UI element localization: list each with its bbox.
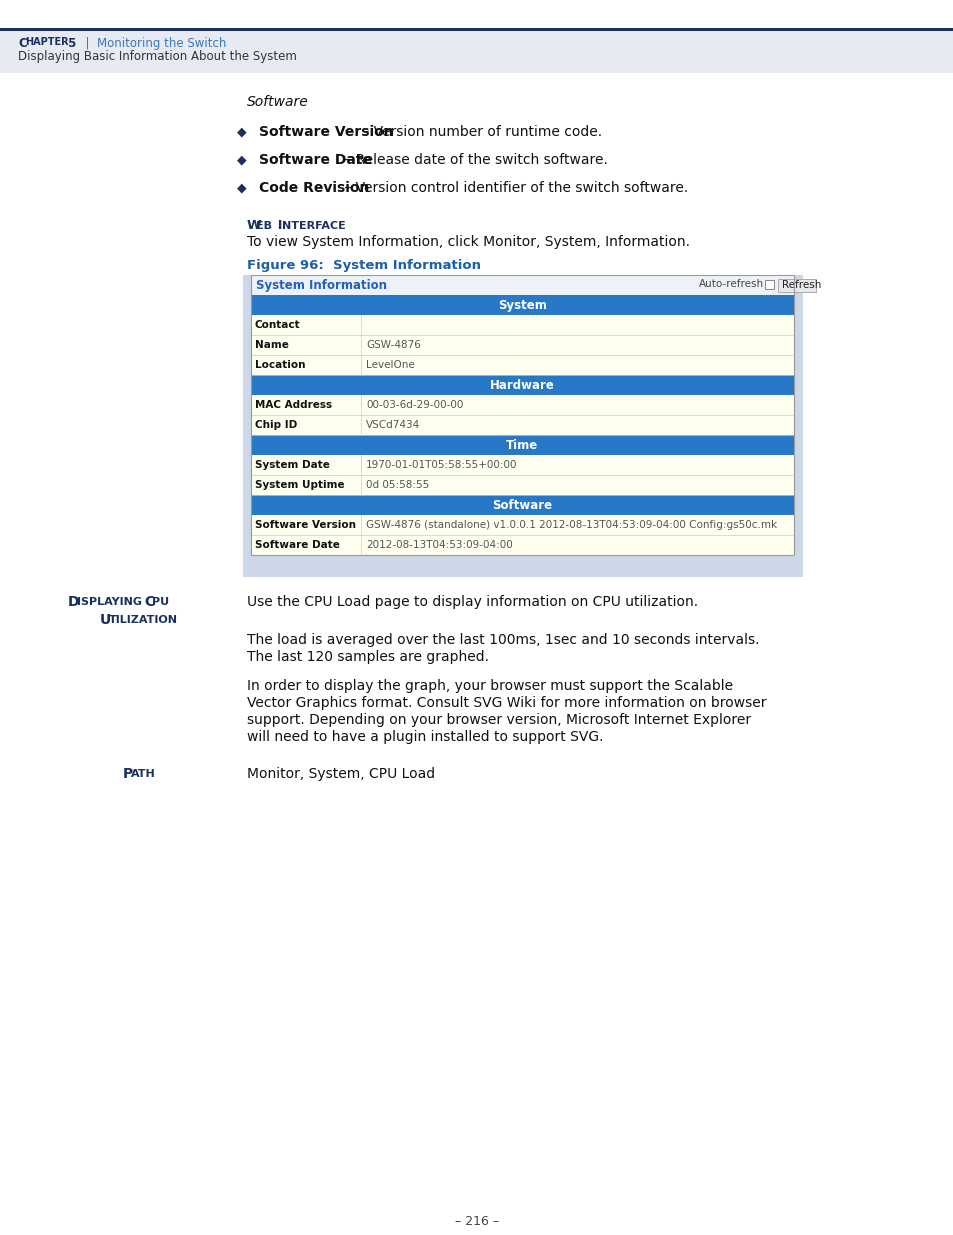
- Text: Time: Time: [506, 438, 538, 452]
- Text: Use the CPU Load page to display information on CPU utilization.: Use the CPU Load page to display informa…: [247, 595, 698, 609]
- Text: Software Date: Software Date: [254, 540, 339, 550]
- Bar: [251, 475, 793, 495]
- Bar: [251, 335, 793, 354]
- Text: Contact: Contact: [254, 320, 300, 330]
- Bar: [251, 454, 793, 475]
- Bar: [251, 535, 793, 555]
- Bar: [251, 435, 793, 454]
- Bar: [778, 279, 815, 291]
- Bar: [251, 315, 793, 335]
- Text: VSCd7434: VSCd7434: [366, 420, 420, 430]
- Bar: [251, 275, 793, 295]
- Bar: [0, 28, 953, 31]
- Text: ◆: ◆: [236, 153, 247, 165]
- Text: D: D: [68, 595, 79, 609]
- Text: – Release date of the switch software.: – Release date of the switch software.: [339, 153, 607, 167]
- Text: HAPTER: HAPTER: [25, 37, 69, 47]
- Text: Code Revision: Code Revision: [258, 182, 369, 195]
- Text: System: System: [497, 299, 546, 312]
- Text: – 216 –: – 216 –: [455, 1215, 498, 1228]
- Text: NTERFACE: NTERFACE: [282, 221, 345, 231]
- Text: In order to display the graph, your browser must support the Scalable: In order to display the graph, your brow…: [247, 679, 732, 693]
- Bar: [0, 31, 953, 73]
- Text: Software Version: Software Version: [254, 520, 355, 530]
- Text: To view System Information, click Monitor, System, Information.: To view System Information, click Monito…: [247, 235, 689, 249]
- Text: C: C: [18, 37, 27, 49]
- Bar: [251, 515, 793, 535]
- Text: ISPLAYING: ISPLAYING: [77, 597, 142, 606]
- Text: GSW-4876: GSW-4876: [366, 340, 420, 350]
- Text: 2012-08-13T04:53:09-04:00: 2012-08-13T04:53:09-04:00: [366, 540, 512, 550]
- Text: ◆: ◆: [236, 182, 247, 194]
- Text: PU: PU: [152, 597, 169, 606]
- Text: Figure 96:  System Information: Figure 96: System Information: [247, 259, 480, 272]
- Text: GSW-4876 (standalone) v1.0.0.1 2012-08-13T04:53:09-04:00 Config:gs50c.mk: GSW-4876 (standalone) v1.0.0.1 2012-08-1…: [366, 520, 777, 530]
- Text: Location: Location: [254, 359, 305, 370]
- Text: will need to have a plugin installed to support SVG.: will need to have a plugin installed to …: [247, 730, 603, 743]
- Text: System Uptime: System Uptime: [254, 480, 344, 490]
- Text: Displaying Basic Information About the System: Displaying Basic Information About the S…: [18, 49, 296, 63]
- Text: – Version control identifier of the switch software.: – Version control identifier of the swit…: [339, 182, 687, 195]
- Bar: [251, 354, 793, 375]
- Bar: [251, 495, 793, 515]
- Text: P: P: [123, 767, 133, 781]
- Text: 0d 05:58:55: 0d 05:58:55: [366, 480, 429, 490]
- Text: |  Monitoring the Switch: | Monitoring the Switch: [78, 37, 226, 49]
- Text: The last 120 samples are graphed.: The last 120 samples are graphed.: [247, 650, 489, 664]
- Text: Hardware: Hardware: [490, 379, 555, 391]
- Text: Chip ID: Chip ID: [254, 420, 297, 430]
- Text: Auto-refresh: Auto-refresh: [699, 279, 763, 289]
- Text: ATH: ATH: [131, 769, 155, 779]
- Text: 00-03-6d-29-00-00: 00-03-6d-29-00-00: [366, 400, 463, 410]
- Text: 1970-01-01T05:58:55+00:00: 1970-01-01T05:58:55+00:00: [366, 459, 517, 471]
- Text: MAC Address: MAC Address: [254, 400, 332, 410]
- Text: 5: 5: [64, 37, 76, 49]
- Bar: [243, 275, 802, 577]
- Text: I: I: [273, 219, 282, 232]
- Text: U: U: [100, 613, 112, 627]
- Text: EB: EB: [255, 221, 272, 231]
- Text: Software Version: Software Version: [258, 125, 394, 140]
- Text: W: W: [247, 219, 261, 232]
- Text: ◆: ◆: [236, 125, 247, 138]
- Bar: [251, 375, 793, 395]
- Text: System Information: System Information: [255, 279, 387, 291]
- Bar: [764, 280, 773, 289]
- Text: – Version number of runtime code.: – Version number of runtime code.: [357, 125, 601, 140]
- Bar: [251, 395, 793, 415]
- Bar: [251, 275, 793, 555]
- Text: Software: Software: [492, 499, 552, 513]
- Text: LevelOne: LevelOne: [366, 359, 415, 370]
- Text: Name: Name: [254, 340, 289, 350]
- Text: C: C: [140, 595, 155, 609]
- Text: support. Depending on your browser version, Microsoft Internet Explorer: support. Depending on your browser versi…: [247, 713, 750, 727]
- Bar: [0, 0, 953, 28]
- Text: System Date: System Date: [254, 459, 330, 471]
- Text: Monitor, System, CPU Load: Monitor, System, CPU Load: [247, 767, 435, 781]
- Text: Software: Software: [247, 95, 309, 109]
- Text: TILIZATION: TILIZATION: [109, 615, 178, 625]
- Bar: [251, 415, 793, 435]
- Text: Vector Graphics format. Consult SVG Wiki for more information on browser: Vector Graphics format. Consult SVG Wiki…: [247, 697, 765, 710]
- Bar: [251, 295, 793, 315]
- Text: The load is averaged over the last 100ms, 1sec and 10 seconds intervals.: The load is averaged over the last 100ms…: [247, 634, 759, 647]
- Text: Refresh: Refresh: [781, 280, 821, 290]
- Text: Software Date: Software Date: [258, 153, 372, 167]
